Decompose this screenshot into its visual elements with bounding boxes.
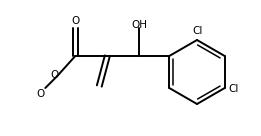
- Text: OH: OH: [131, 20, 147, 30]
- Text: O: O: [36, 89, 44, 99]
- Text: Cl: Cl: [229, 84, 239, 94]
- Text: Cl: Cl: [193, 26, 203, 36]
- Text: O: O: [71, 16, 79, 26]
- Text: O: O: [50, 70, 58, 80]
